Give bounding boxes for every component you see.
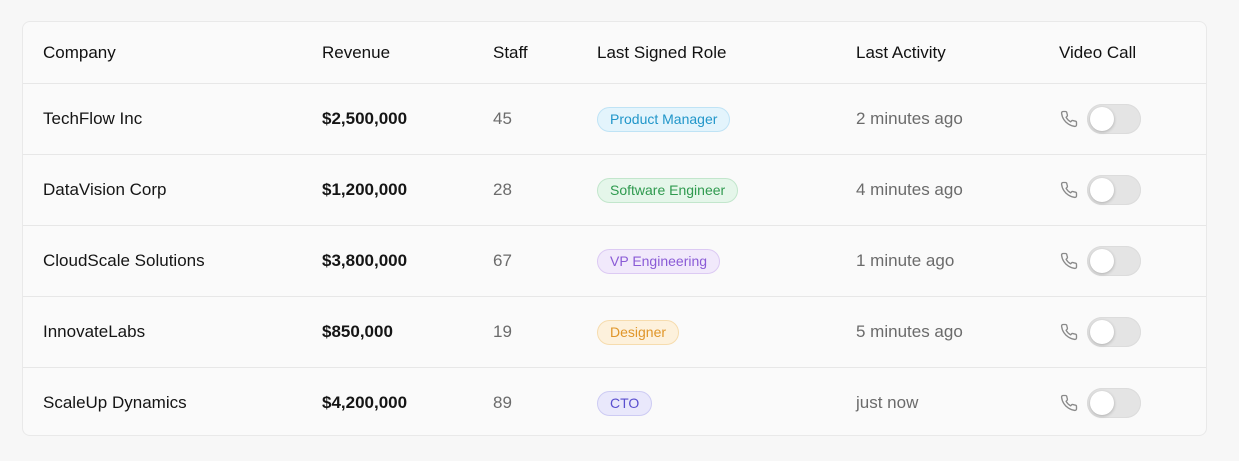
header-last-signed-role[interactable]: Last Signed Role xyxy=(597,42,727,62)
video-call-cell xyxy=(1059,297,1141,367)
last-activity: 1 minute ago xyxy=(856,251,955,270)
toggle-knob xyxy=(1090,178,1114,202)
header-staff[interactable]: Staff xyxy=(493,42,528,62)
role-cell: VP Engineering xyxy=(597,226,721,296)
header-revenue[interactable]: Revenue xyxy=(322,42,391,62)
role-badge: VP Engineering xyxy=(597,248,721,274)
table-row[interactable]: TechFlow Inc $2,500,000 45 Product Manag… xyxy=(23,83,1206,154)
staff-count: 89 xyxy=(493,393,512,412)
video-call-toggle[interactable] xyxy=(1087,104,1141,134)
company-name: ScaleUp Dynamics xyxy=(43,393,187,412)
staff-count: 67 xyxy=(493,251,512,270)
revenue-value: $3,800,000 xyxy=(322,251,408,270)
video-call-cell xyxy=(1059,368,1141,435)
phone-icon[interactable] xyxy=(1059,322,1079,342)
header-video-call[interactable]: Video Call xyxy=(1059,42,1137,62)
role-badge: Software Engineer xyxy=(597,177,739,203)
toggle-knob xyxy=(1090,107,1114,131)
table-header: Company Revenue Staff Last Signed Role L… xyxy=(23,22,1206,83)
toggle-knob xyxy=(1090,249,1114,273)
table-row[interactable]: ScaleUp Dynamics $4,200,000 89 CTO just … xyxy=(23,367,1206,435)
company-name: DataVision Corp xyxy=(43,180,167,199)
phone-icon[interactable] xyxy=(1059,251,1079,271)
header-last-activity[interactable]: Last Activity xyxy=(856,42,946,62)
video-call-cell xyxy=(1059,155,1141,225)
companies-table: Company Revenue Staff Last Signed Role L… xyxy=(22,21,1207,436)
table-row[interactable]: DataVision Corp $1,200,000 28 Software E… xyxy=(23,154,1206,225)
role-badge: CTO xyxy=(597,390,653,416)
phone-icon[interactable] xyxy=(1059,180,1079,200)
video-call-cell xyxy=(1059,84,1141,154)
company-name: InnovateLabs xyxy=(43,322,146,341)
video-call-cell xyxy=(1059,226,1141,296)
role-cell: Software Engineer xyxy=(597,155,739,225)
revenue-value: $850,000 xyxy=(322,322,393,341)
role-badge: Designer xyxy=(597,319,680,345)
role-badge: Product Manager xyxy=(597,106,731,132)
last-activity: 4 minutes ago xyxy=(856,180,963,199)
video-call-toggle[interactable] xyxy=(1087,388,1141,418)
revenue-value: $4,200,000 xyxy=(322,393,408,412)
table-row[interactable]: InnovateLabs $850,000 19 Designer 5 minu… xyxy=(23,296,1206,367)
last-activity: 2 minutes ago xyxy=(856,109,963,128)
last-activity: just now xyxy=(856,393,919,412)
staff-count: 19 xyxy=(493,322,512,341)
company-name: CloudScale Solutions xyxy=(43,251,205,270)
table-body: TechFlow Inc $2,500,000 45 Product Manag… xyxy=(23,83,1206,435)
role-cell: CTO xyxy=(597,368,653,435)
toggle-knob xyxy=(1090,391,1114,415)
last-activity: 5 minutes ago xyxy=(856,322,963,341)
phone-icon[interactable] xyxy=(1059,109,1079,129)
table-row[interactable]: CloudScale Solutions $3,800,000 67 VP En… xyxy=(23,225,1206,296)
header-company[interactable]: Company xyxy=(43,42,116,62)
revenue-value: $1,200,000 xyxy=(322,180,408,199)
video-call-toggle[interactable] xyxy=(1087,246,1141,276)
role-cell: Product Manager xyxy=(597,84,731,154)
staff-count: 28 xyxy=(493,180,512,199)
role-cell: Designer xyxy=(597,297,680,367)
staff-count: 45 xyxy=(493,109,512,128)
toggle-knob xyxy=(1090,320,1114,344)
revenue-value: $2,500,000 xyxy=(322,109,408,128)
video-call-toggle[interactable] xyxy=(1087,175,1141,205)
company-name: TechFlow Inc xyxy=(43,109,143,128)
video-call-toggle[interactable] xyxy=(1087,317,1141,347)
phone-icon[interactable] xyxy=(1059,393,1079,413)
